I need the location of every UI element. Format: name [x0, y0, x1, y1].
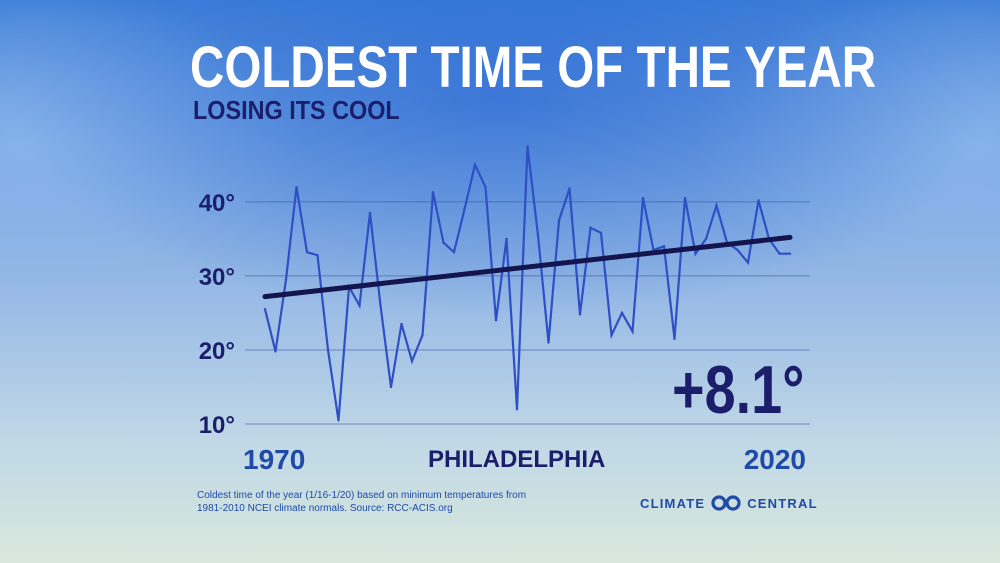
data-point-1974 [305, 250, 309, 254]
data-point-2002 [599, 231, 603, 235]
footnote-line-1: Coldest time of the year (1/16-1/20) bas… [197, 490, 527, 501]
temperature-change-label: +8.1° [672, 352, 805, 428]
data-point-1986 [431, 191, 435, 194]
data-point-2011 [694, 252, 697, 255]
data-point-2001 [589, 226, 592, 229]
data-point-1971 [274, 350, 277, 353]
data-point-1997 [547, 341, 550, 344]
data-point-2010 [683, 196, 687, 200]
data-point-1995 [526, 145, 529, 148]
chart-title: COLDEST TIME OF THE YEAR [190, 35, 877, 100]
data-point-2004 [620, 311, 624, 315]
data-point-1999 [568, 187, 571, 190]
data-point-1994 [515, 407, 519, 411]
data-point-1984 [410, 359, 414, 363]
brand-word-right: CENTRAL [747, 495, 818, 511]
data-point-1988 [452, 250, 456, 254]
brand-word-left: CLIMATE [640, 495, 706, 511]
climate-central-logo-icon [711, 495, 741, 511]
data-point-2003 [610, 333, 613, 337]
data-point-2017 [757, 199, 760, 202]
data-point-1975 [316, 253, 319, 257]
data-point-2016 [746, 261, 750, 264]
data-point-2012 [704, 237, 708, 241]
data-point-1977 [337, 419, 340, 422]
data-point-2009 [673, 337, 676, 341]
data-point-2006 [641, 196, 645, 200]
data-point-1982 [389, 385, 393, 389]
data-point-1983 [400, 322, 403, 326]
data-point-1990 [473, 163, 477, 167]
data-point-1998 [557, 219, 561, 222]
data-point-1992 [494, 319, 498, 322]
trend-line-group [262, 234, 793, 300]
data-point-1973 [295, 185, 298, 189]
data-point-1996 [536, 233, 540, 237]
data-point-1993 [505, 237, 508, 241]
data-point-1972 [284, 278, 288, 281]
data-point-2020 [788, 252, 792, 255]
data-point-2013 [715, 204, 718, 207]
data-point-1979 [358, 304, 361, 307]
data-point-1980 [368, 211, 372, 215]
temperature-series [263, 145, 792, 422]
grid-lines [245, 201, 810, 425]
x-axis-tick-labels: 1970 2020 [243, 444, 806, 475]
y-axis-tick-labels: 10° 20° 30° 40° [199, 190, 235, 439]
trend-line [262, 234, 793, 300]
data-point-1976 [326, 348, 330, 352]
data-point-1987 [442, 241, 445, 244]
data-point-2008 [662, 245, 666, 248]
chart-subtitle: LOSING ITS COOL [193, 95, 400, 125]
data-point-1989 [463, 208, 466, 211]
data-point-1981 [379, 304, 382, 307]
y-tick-label-40: 40° [199, 190, 235, 217]
location-label: PHILADELPHIA [428, 446, 606, 473]
brand-logo: CLIMATE CENTRAL [640, 494, 818, 512]
footnote-line-2: 1981-2010 NCEI climate normals. Source: … [197, 503, 453, 514]
y-tick-label-20: 20° [199, 338, 235, 365]
data-point-2000 [578, 313, 582, 316]
data-point-2019 [778, 252, 781, 255]
y-tick-label-30: 30° [199, 264, 235, 291]
data-point-2015 [736, 248, 739, 252]
x-tick-label-end: 2020 [744, 444, 806, 475]
x-tick-label-start: 1970 [243, 444, 305, 475]
data-point-2005 [631, 330, 634, 333]
source-footnote: Coldest time of the year (1/16-1/20) bas… [197, 489, 557, 515]
data-point-1970 [263, 308, 267, 311]
data-point-1985 [421, 333, 424, 337]
y-tick-label-10: 10° [199, 412, 235, 439]
data-point-1991 [484, 185, 487, 189]
